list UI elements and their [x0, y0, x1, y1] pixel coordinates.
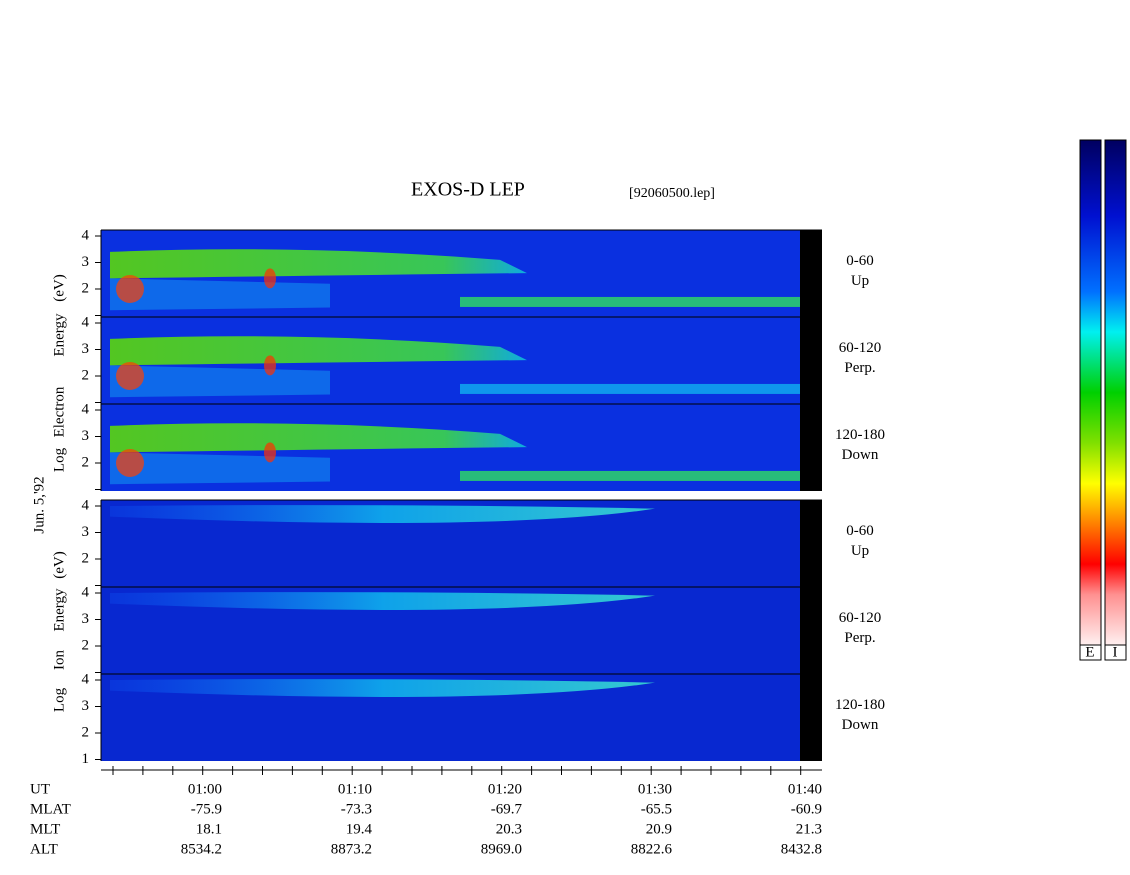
direction: Up [851, 543, 869, 559]
row-value: -73.3 [341, 801, 372, 817]
spectral-band [110, 592, 655, 610]
spectral-band [460, 383, 800, 394]
hot-spot [264, 355, 276, 376]
no-data [800, 674, 822, 761]
hot-spot [116, 275, 144, 303]
row-value: -69.7 [491, 801, 523, 817]
axis-label: Log [51, 687, 67, 712]
y-tick-label: 2 [82, 724, 90, 740]
file-name: [92060500.lep] [629, 186, 715, 201]
no-data [800, 230, 822, 317]
row-name: ALT [30, 841, 58, 857]
row-value: -60.9 [791, 801, 822, 817]
pitch-angle: 60-120 [839, 340, 882, 356]
spectral-band [110, 505, 655, 523]
y-tick-label: 4 [82, 497, 90, 513]
pitch-angle: 60-120 [839, 610, 882, 626]
row-value: 01:40 [788, 781, 822, 797]
pitch-angle: 0-60 [846, 253, 874, 269]
row-value: 01:30 [638, 781, 672, 797]
spectral-band [110, 423, 527, 453]
y-tick-label: 4 [82, 671, 90, 687]
hot-spot [264, 442, 276, 463]
hot-spot [116, 449, 144, 477]
y-tick-label: 4 [82, 227, 90, 243]
spectral-band [110, 452, 330, 485]
direction: Down [842, 447, 879, 463]
direction: Down [842, 717, 879, 733]
hot-spot [264, 268, 276, 289]
y-tick-label: 2 [82, 637, 90, 653]
spectral-band [110, 249, 527, 279]
no-data [800, 317, 822, 404]
row-value: -75.9 [191, 801, 222, 817]
row-value: 8534.2 [181, 841, 222, 857]
pitch-angle: 120-180 [835, 427, 885, 443]
y-tick-label: 3 [82, 341, 90, 357]
colorbar-label: I [1113, 644, 1118, 660]
spectral-band [460, 470, 800, 481]
colorbar [1079, 139, 1102, 646]
y-tick-label: 3 [82, 524, 90, 540]
y-tick-label: 4 [82, 314, 90, 330]
axis-label: (eV) [51, 551, 67, 578]
row-value: 20.3 [496, 821, 522, 837]
y-tick-label: 4 [82, 584, 90, 600]
spectral-band [110, 278, 330, 311]
row-value: 8432.8 [781, 841, 822, 857]
axis-label: (eV) [51, 274, 67, 301]
row-value: 18.1 [196, 821, 222, 837]
row-value: 19.4 [346, 821, 373, 837]
colorbar-label-box [1104, 644, 1127, 661]
row-value: 01:10 [338, 781, 372, 797]
row-value: 01:00 [188, 781, 222, 797]
y-tick-label: 3 [82, 254, 90, 270]
axis-label: Energy [51, 588, 67, 632]
y-tick-label: 4 [82, 401, 90, 417]
y-tick-label: 2 [82, 550, 90, 566]
row-name: UT [30, 781, 50, 797]
row-value: 01:20 [488, 781, 522, 797]
axis-label: Ion [51, 650, 67, 670]
row-value: 21.3 [796, 821, 822, 837]
y-tick-label: 3 [82, 428, 90, 444]
spectral-band [110, 336, 527, 366]
axis-label: Energy [51, 313, 67, 357]
hot-spot [116, 362, 144, 390]
row-name: MLT [30, 821, 60, 837]
colorbar-label-box [1079, 644, 1102, 661]
direction: Up [851, 273, 869, 289]
row-value: 8873.2 [331, 841, 372, 857]
y-tick-label: 3 [82, 698, 90, 714]
colorbar [1104, 139, 1127, 646]
axis-label: Log [51, 447, 67, 472]
y-tick-label: 2 [82, 454, 90, 470]
direction: Perp. [844, 360, 875, 376]
y-tick-label: 2 [82, 367, 90, 383]
y-tick-label: 2 [82, 280, 90, 296]
row-value: 20.9 [646, 821, 672, 837]
row-value: 8969.0 [481, 841, 522, 857]
no-data [800, 500, 822, 587]
spectral-band [110, 365, 330, 398]
pitch-angle: 0-60 [846, 523, 874, 539]
axis-label: Electron [51, 386, 67, 437]
row-name: MLAT [30, 801, 71, 817]
date: Jun. 5,'92 [31, 476, 47, 533]
pitch-angle: 120-180 [835, 697, 885, 713]
spectral-band [110, 679, 655, 697]
direction: Perp. [844, 630, 875, 646]
row-value: 8822.6 [631, 841, 673, 857]
y-tick-label: 1 [82, 751, 90, 767]
spectral-band [460, 296, 800, 307]
title: EXOS-D LEP [411, 179, 525, 201]
colorbar-label: E [1085, 644, 1094, 660]
no-data [800, 587, 822, 674]
y-tick-label: 3 [82, 611, 90, 627]
row-value: -65.5 [641, 801, 672, 817]
no-data [800, 404, 822, 491]
